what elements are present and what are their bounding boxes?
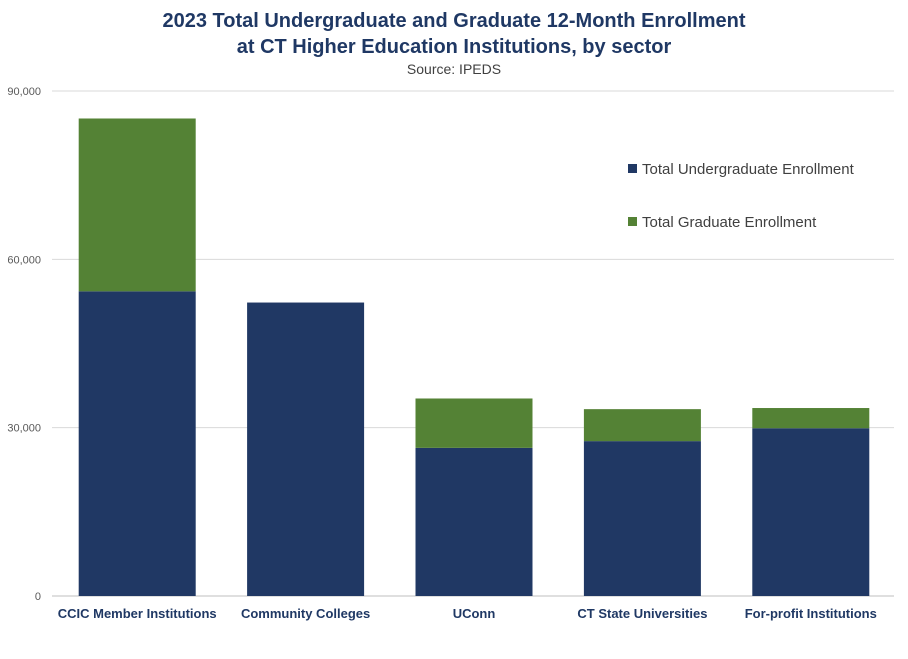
bar-undergraduate xyxy=(415,447,533,596)
chart-title-block: 2023 Total Undergraduate and Graduate 12… xyxy=(0,8,908,78)
chart-title-line-2: at CT Higher Education Institutions, by … xyxy=(236,36,672,58)
x-category-label: For-profit Institutions xyxy=(745,606,877,621)
x-category-label: CT State Universities xyxy=(577,606,707,621)
bar-graduate xyxy=(752,408,870,429)
x-category-label: UConn xyxy=(453,606,496,621)
chart-title-line-1: 2023 Total Undergraduate and Graduate 12… xyxy=(162,10,746,32)
bar-undergraduate xyxy=(583,441,701,596)
x-category-label: CCIC Member Institutions xyxy=(58,606,217,621)
bar-undergraduate xyxy=(78,291,196,596)
chart-subtitle: Source: IPEDS xyxy=(406,61,502,77)
legend-swatch xyxy=(628,217,637,226)
y-tick-label: 90,000 xyxy=(7,86,41,98)
bar-graduate xyxy=(78,118,196,292)
bar-undergraduate xyxy=(752,428,870,596)
y-tick-label: 30,000 xyxy=(7,423,41,435)
y-tick-label: 0 xyxy=(35,591,41,603)
bar-graduate xyxy=(583,409,701,442)
bar-undergraduate xyxy=(247,302,365,596)
legend-swatch xyxy=(628,164,637,173)
bar-graduate xyxy=(415,398,533,448)
x-category-label: Community Colleges xyxy=(241,606,370,621)
y-tick-label: 60,000 xyxy=(7,254,41,266)
legend-label: Total Undergraduate Enrollment xyxy=(642,161,855,178)
legend-label: Total Graduate Enrollment xyxy=(642,214,817,231)
